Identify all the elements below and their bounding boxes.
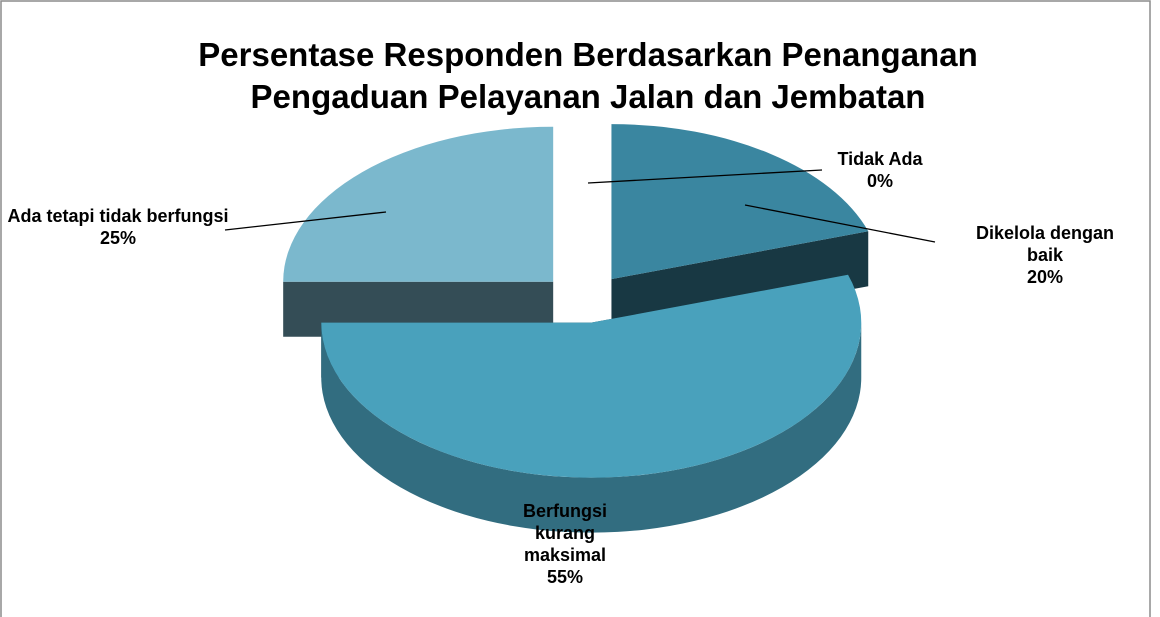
leader-line — [224, 211, 387, 231]
category-label: Berfungsi kurang maksimal — [522, 501, 607, 565]
slice — [321, 274, 862, 533]
category-label: Tidak Ada — [837, 149, 923, 169]
value-label: 55% — [546, 567, 584, 587]
slice-top — [321, 274, 862, 478]
leader-line — [744, 204, 936, 243]
slice-top — [283, 126, 554, 282]
chart-title: Persentase Responden Berdasarkan Penanga… — [198, 36, 978, 115]
data-label: Dikelola dengan baik 20% — [960, 222, 1130, 288]
slice — [283, 126, 554, 337]
slice-side — [321, 322, 862, 533]
value-label: 0% — [866, 171, 893, 191]
leader-lines — [224, 169, 936, 243]
pie — [283, 124, 869, 533]
data-label: Ada tetapi tidak berfungsi 25% — [6, 205, 231, 249]
category-label: Ada tetapi tidak berfungsi — [7, 206, 229, 226]
slice-top — [611, 124, 869, 280]
data-label: Berfungsi kurang maksimal 55% — [505, 500, 625, 588]
value-label: 20% — [1026, 267, 1064, 287]
data-label: Tidak Ada 0% — [800, 148, 960, 192]
category-label: Dikelola dengan baik — [975, 223, 1115, 265]
leader-line — [587, 169, 823, 184]
value-label: 25% — [99, 228, 137, 248]
